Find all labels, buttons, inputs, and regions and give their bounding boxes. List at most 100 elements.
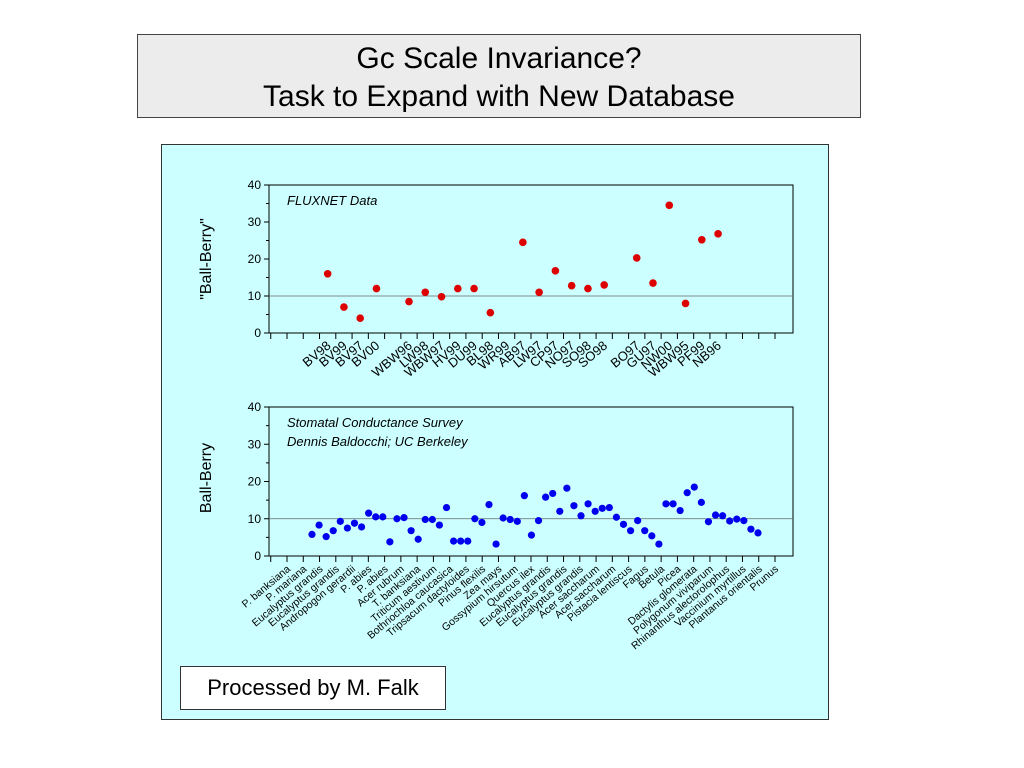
data-point-1-49 xyxy=(655,540,663,548)
data-point-1-59 xyxy=(726,517,734,525)
y-tick-label-1-3: 30 xyxy=(248,437,262,451)
data-point-1-33 xyxy=(542,493,550,501)
data-point-1-45 xyxy=(626,527,635,535)
data-point-1-22 xyxy=(464,537,472,545)
data-point-0-9 xyxy=(486,308,495,317)
data-point-1-16 xyxy=(421,515,429,524)
data-point-1-25 xyxy=(485,500,493,509)
data-point-1-38 xyxy=(577,512,585,520)
data-point-0-5 xyxy=(421,288,430,297)
data-point-1-29 xyxy=(513,517,521,525)
title-box: Gc Scale Invariance? Task to Expand with… xyxy=(137,34,861,118)
data-point-1-57 xyxy=(711,511,720,519)
data-point-1-6 xyxy=(350,519,359,527)
chart-annotation-1-0: Stomatal Conductance Survey xyxy=(287,415,464,430)
data-point-0-2 xyxy=(356,314,365,323)
data-point-0-8 xyxy=(470,284,478,293)
chart-annotation-0-0: FLUXNET Data xyxy=(287,193,377,208)
data-point-1-4 xyxy=(336,517,344,525)
data-point-0-4 xyxy=(405,297,413,306)
data-point-0-17 xyxy=(649,279,657,287)
data-point-1-44 xyxy=(619,520,628,528)
data-point-0-0 xyxy=(323,270,332,278)
data-point-1-20 xyxy=(449,537,458,545)
chart-panel xyxy=(161,144,829,720)
data-point-1-18 xyxy=(435,521,444,529)
data-point-1-39 xyxy=(584,500,592,508)
data-point-1-52 xyxy=(676,506,684,515)
data-point-1-62 xyxy=(747,525,755,533)
data-point-0-18 xyxy=(665,201,674,210)
data-point-1-13 xyxy=(400,514,408,522)
data-point-1-0 xyxy=(308,530,316,538)
data-point-1-35 xyxy=(556,507,564,515)
data-point-1-55 xyxy=(697,498,705,506)
credit-box: Processed by M. Falk xyxy=(180,666,446,710)
data-point-0-1 xyxy=(340,303,348,311)
y-tick-label-0-4: 40 xyxy=(248,178,262,192)
data-point-1-11 xyxy=(386,538,394,546)
data-point-1-12 xyxy=(393,515,401,523)
data-point-0-16 xyxy=(632,254,641,262)
data-point-1-37 xyxy=(570,502,578,510)
data-point-1-24 xyxy=(478,518,486,527)
data-point-1-36 xyxy=(563,484,571,492)
data-point-1-60 xyxy=(733,515,741,523)
data-point-1-58 xyxy=(719,512,727,520)
y-tick-label-0-3: 30 xyxy=(248,215,262,229)
y-tick-label-1-1: 10 xyxy=(248,512,262,526)
data-point-1-51 xyxy=(669,500,677,508)
data-point-1-26 xyxy=(492,540,500,548)
data-point-1-41 xyxy=(598,504,606,512)
data-point-0-21 xyxy=(714,230,722,238)
data-point-1-30 xyxy=(520,492,528,500)
y-tick-label-1-2: 20 xyxy=(248,475,262,489)
data-point-1-2 xyxy=(322,533,330,541)
y-tick-label-0-1: 10 xyxy=(248,289,262,303)
title-line-1: Gc Scale Invariance? xyxy=(356,42,642,75)
y-tick-label-1-0: 0 xyxy=(254,549,261,563)
data-point-0-19 xyxy=(681,299,690,308)
data-point-0-7 xyxy=(454,284,462,293)
data-point-0-3 xyxy=(372,284,381,293)
data-point-1-63 xyxy=(754,529,762,537)
data-point-1-50 xyxy=(662,500,670,508)
chart-annotation-1-1: Dennis Baldocchi; UC Berkeley xyxy=(287,434,469,449)
data-point-1-34 xyxy=(549,489,557,498)
data-point-1-48 xyxy=(648,532,656,540)
data-point-1-32 xyxy=(534,517,543,525)
data-point-1-5 xyxy=(343,524,351,532)
data-point-0-10 xyxy=(519,238,527,247)
data-point-1-14 xyxy=(407,527,415,535)
data-point-1-56 xyxy=(704,518,713,526)
data-point-1-53 xyxy=(683,489,691,497)
y-axis-label-1: Ball-Berry xyxy=(198,443,215,513)
data-point-0-14 xyxy=(584,284,592,293)
y-axis-label-0: "Ball-Berry" xyxy=(198,218,215,300)
data-point-1-54 xyxy=(690,483,698,491)
data-point-1-28 xyxy=(506,515,514,524)
y-tick-label-0-0: 0 xyxy=(254,326,261,340)
data-point-1-10 xyxy=(379,513,387,521)
data-point-1-31 xyxy=(527,531,536,539)
data-point-1-43 xyxy=(612,513,621,521)
y-tick-label-1-4: 40 xyxy=(248,400,262,414)
y-tick-label-0-2: 20 xyxy=(248,252,262,266)
data-point-0-15 xyxy=(600,281,608,289)
data-point-1-27 xyxy=(499,514,507,522)
data-point-1-19 xyxy=(442,503,451,512)
data-point-1-21 xyxy=(457,537,465,545)
data-point-1-23 xyxy=(471,515,479,523)
data-point-1-7 xyxy=(357,523,366,531)
data-point-1-42 xyxy=(605,503,613,512)
data-point-1-8 xyxy=(365,509,373,517)
data-point-0-11 xyxy=(535,288,543,297)
data-point-0-13 xyxy=(567,281,576,290)
data-point-0-20 xyxy=(698,235,706,244)
data-point-1-47 xyxy=(641,527,649,535)
data-point-0-12 xyxy=(551,267,560,275)
data-point-1-1 xyxy=(315,521,323,529)
data-point-1-61 xyxy=(740,517,748,525)
data-point-0-6 xyxy=(437,292,446,301)
